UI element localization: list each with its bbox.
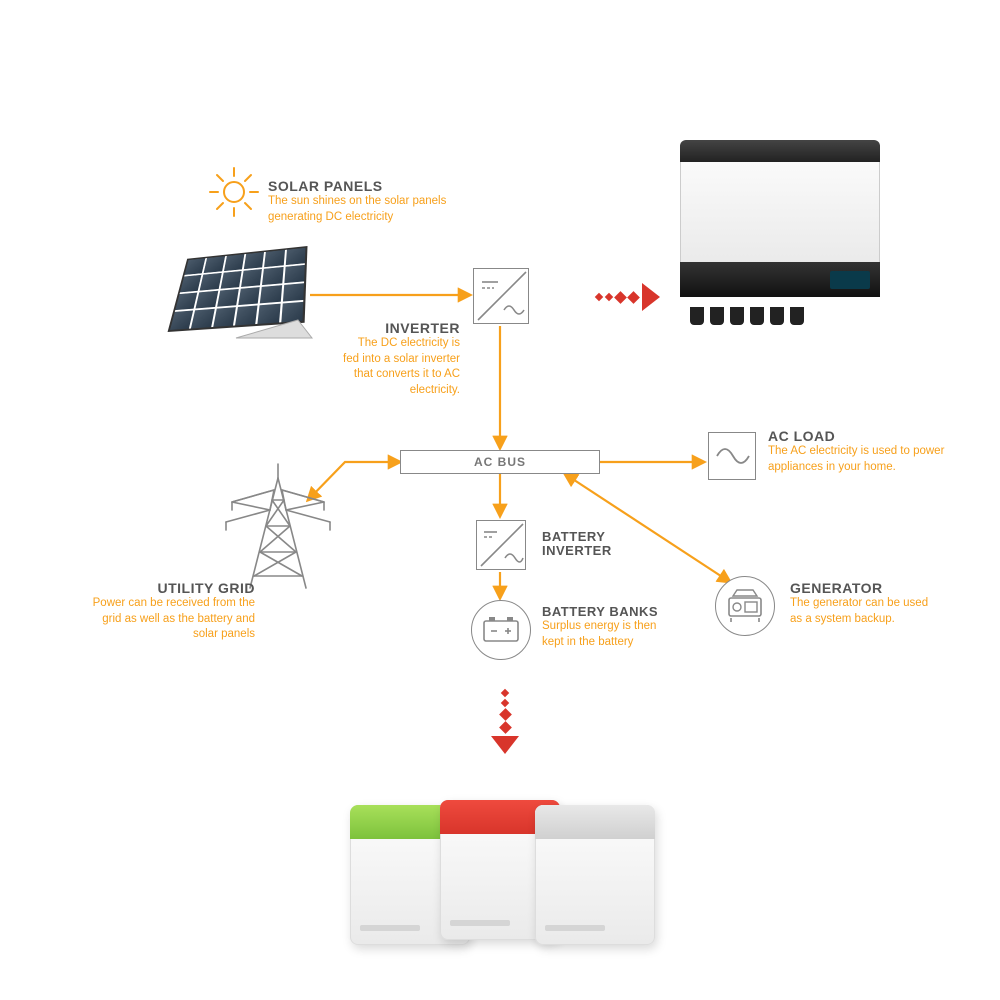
inverter-desc: The DC electricity is fed into a solar i… [340, 336, 460, 398]
ac-load-label: AC LOAD The AC electricity is used to po… [768, 428, 948, 475]
utility-grid-desc: Power can be received from the grid as w… [80, 596, 255, 643]
battery-callout-arrow [491, 690, 519, 754]
inverter-device-image [680, 140, 880, 325]
battery-inverter-icon [476, 520, 526, 570]
solar-panels-title: SOLAR PANELS [268, 178, 478, 194]
solar-panels-desc: The sun shines on the solar panels gener… [268, 194, 478, 225]
inverter-title: INVERTER [340, 320, 460, 336]
ac-load-desc: The AC electricity is used to power appl… [768, 444, 948, 475]
utility-grid-label: UTILITY GRID Power can be received from … [80, 580, 255, 643]
generator-icon [715, 576, 775, 636]
ac-load-icon [708, 432, 756, 480]
battery-banks-label: BATTERY BANKS Surplus energy is then kep… [542, 605, 672, 650]
battery-banks-title: BATTERY BANKS [542, 605, 672, 619]
solar-system-diagram: SOLAR PANELS The sun shines on the solar… [0, 0, 1000, 1000]
generator-label: GENERATOR The generator can be used as a… [790, 580, 940, 627]
battery-banks-icon [471, 600, 531, 660]
inverter-callout-arrow [596, 283, 660, 311]
generator-desc: The generator can be used as a system ba… [790, 596, 940, 627]
solar-panels-label: SOLAR PANELS The sun shines on the solar… [268, 178, 478, 225]
battery-module-grey [535, 805, 655, 945]
inverter-icon [473, 268, 529, 324]
inverter-label: INVERTER The DC electricity is fed into … [340, 320, 460, 398]
battery-inverter-label: BATTERY INVERTER [542, 530, 642, 559]
battery-inverter-title: BATTERY INVERTER [542, 530, 642, 559]
battery-banks-desc: Surplus energy is then kept in the batte… [542, 619, 672, 650]
ac-bus-node: AC BUS [400, 450, 600, 474]
ac-bus-label: AC BUS [474, 455, 526, 469]
generator-title: GENERATOR [790, 580, 940, 596]
utility-grid-title: UTILITY GRID [80, 580, 255, 596]
battery-modules-image [350, 800, 670, 950]
ac-load-title: AC LOAD [768, 428, 948, 444]
